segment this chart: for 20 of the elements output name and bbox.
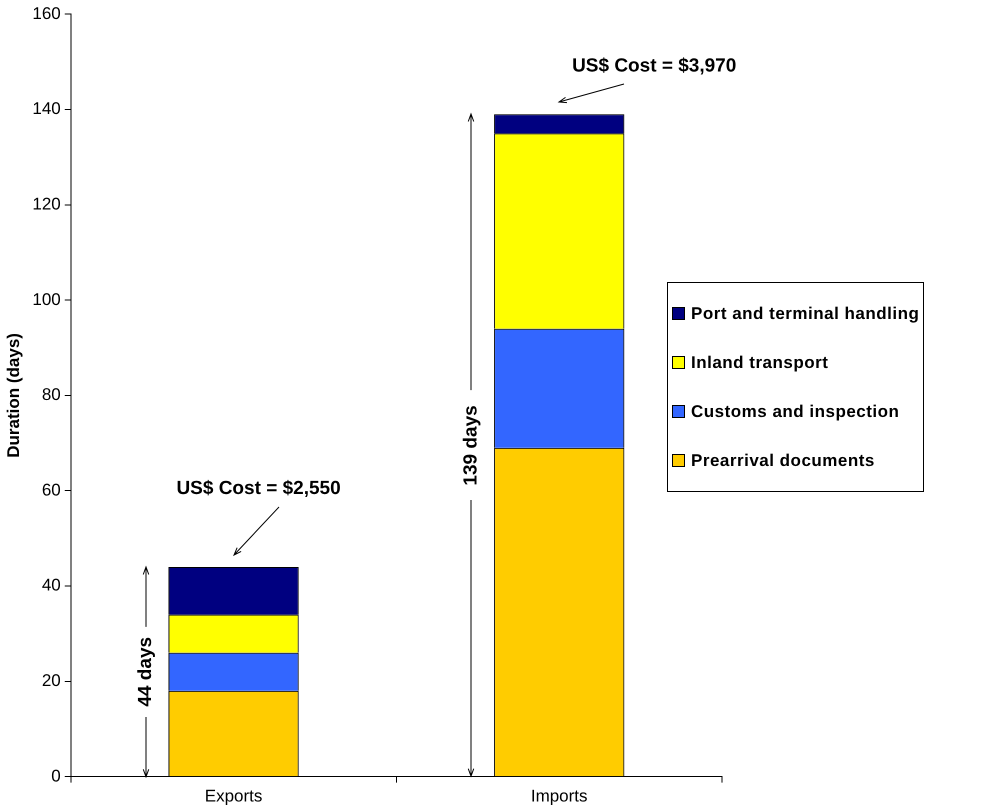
legend-label: Inland transport [691, 352, 828, 372]
annotation: US$ Cost = $3,970 [572, 56, 736, 76]
y-tick-label: 20 [42, 670, 61, 690]
legend-label: Prearrival documents [691, 450, 875, 470]
annotation: 44 days [134, 636, 156, 707]
y-tick-label: 100 [32, 290, 61, 309]
annotation: 139 days [460, 405, 482, 486]
y-tick-label: 140 [32, 99, 61, 118]
y-tick-label: 60 [42, 480, 61, 500]
y-axis-title: Duration (days) [4, 333, 23, 458]
x-tick-label: Exports [204, 786, 262, 806]
y-tick-label: 120 [32, 194, 61, 214]
y-tick-label: 40 [42, 576, 61, 595]
y-tick-label: 160 [32, 4, 61, 23]
y-tick-label: 80 [42, 385, 61, 404]
x-tick-label: Imports [530, 786, 588, 806]
y-tick-label: 0 [51, 766, 61, 786]
legend-label: Customs and inspection [691, 402, 900, 422]
legend-label: Port and terminal handling [691, 304, 920, 324]
annotation: US$ Cost = $2,550 [176, 478, 341, 500]
